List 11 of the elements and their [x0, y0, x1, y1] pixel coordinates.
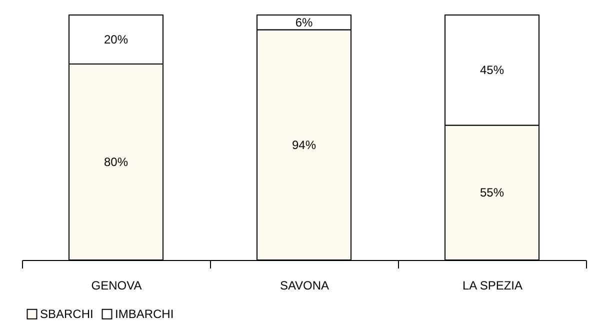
data-label: 45% — [480, 63, 504, 78]
x-tick-label: LA SPEZIA — [462, 278, 523, 292]
legend-label: SBARCHI — [40, 307, 94, 322]
data-label: 80% — [104, 155, 128, 169]
data-label: 6% — [295, 15, 313, 30]
legend-label: IMBARCHI — [115, 307, 174, 322]
data-label: 20% — [104, 32, 128, 46]
x-tick-label: SAVONA — [280, 278, 330, 292]
data-label: 94% — [292, 138, 316, 152]
data-label: 55% — [480, 186, 504, 200]
x-tick-label: GENOVA — [91, 278, 142, 292]
